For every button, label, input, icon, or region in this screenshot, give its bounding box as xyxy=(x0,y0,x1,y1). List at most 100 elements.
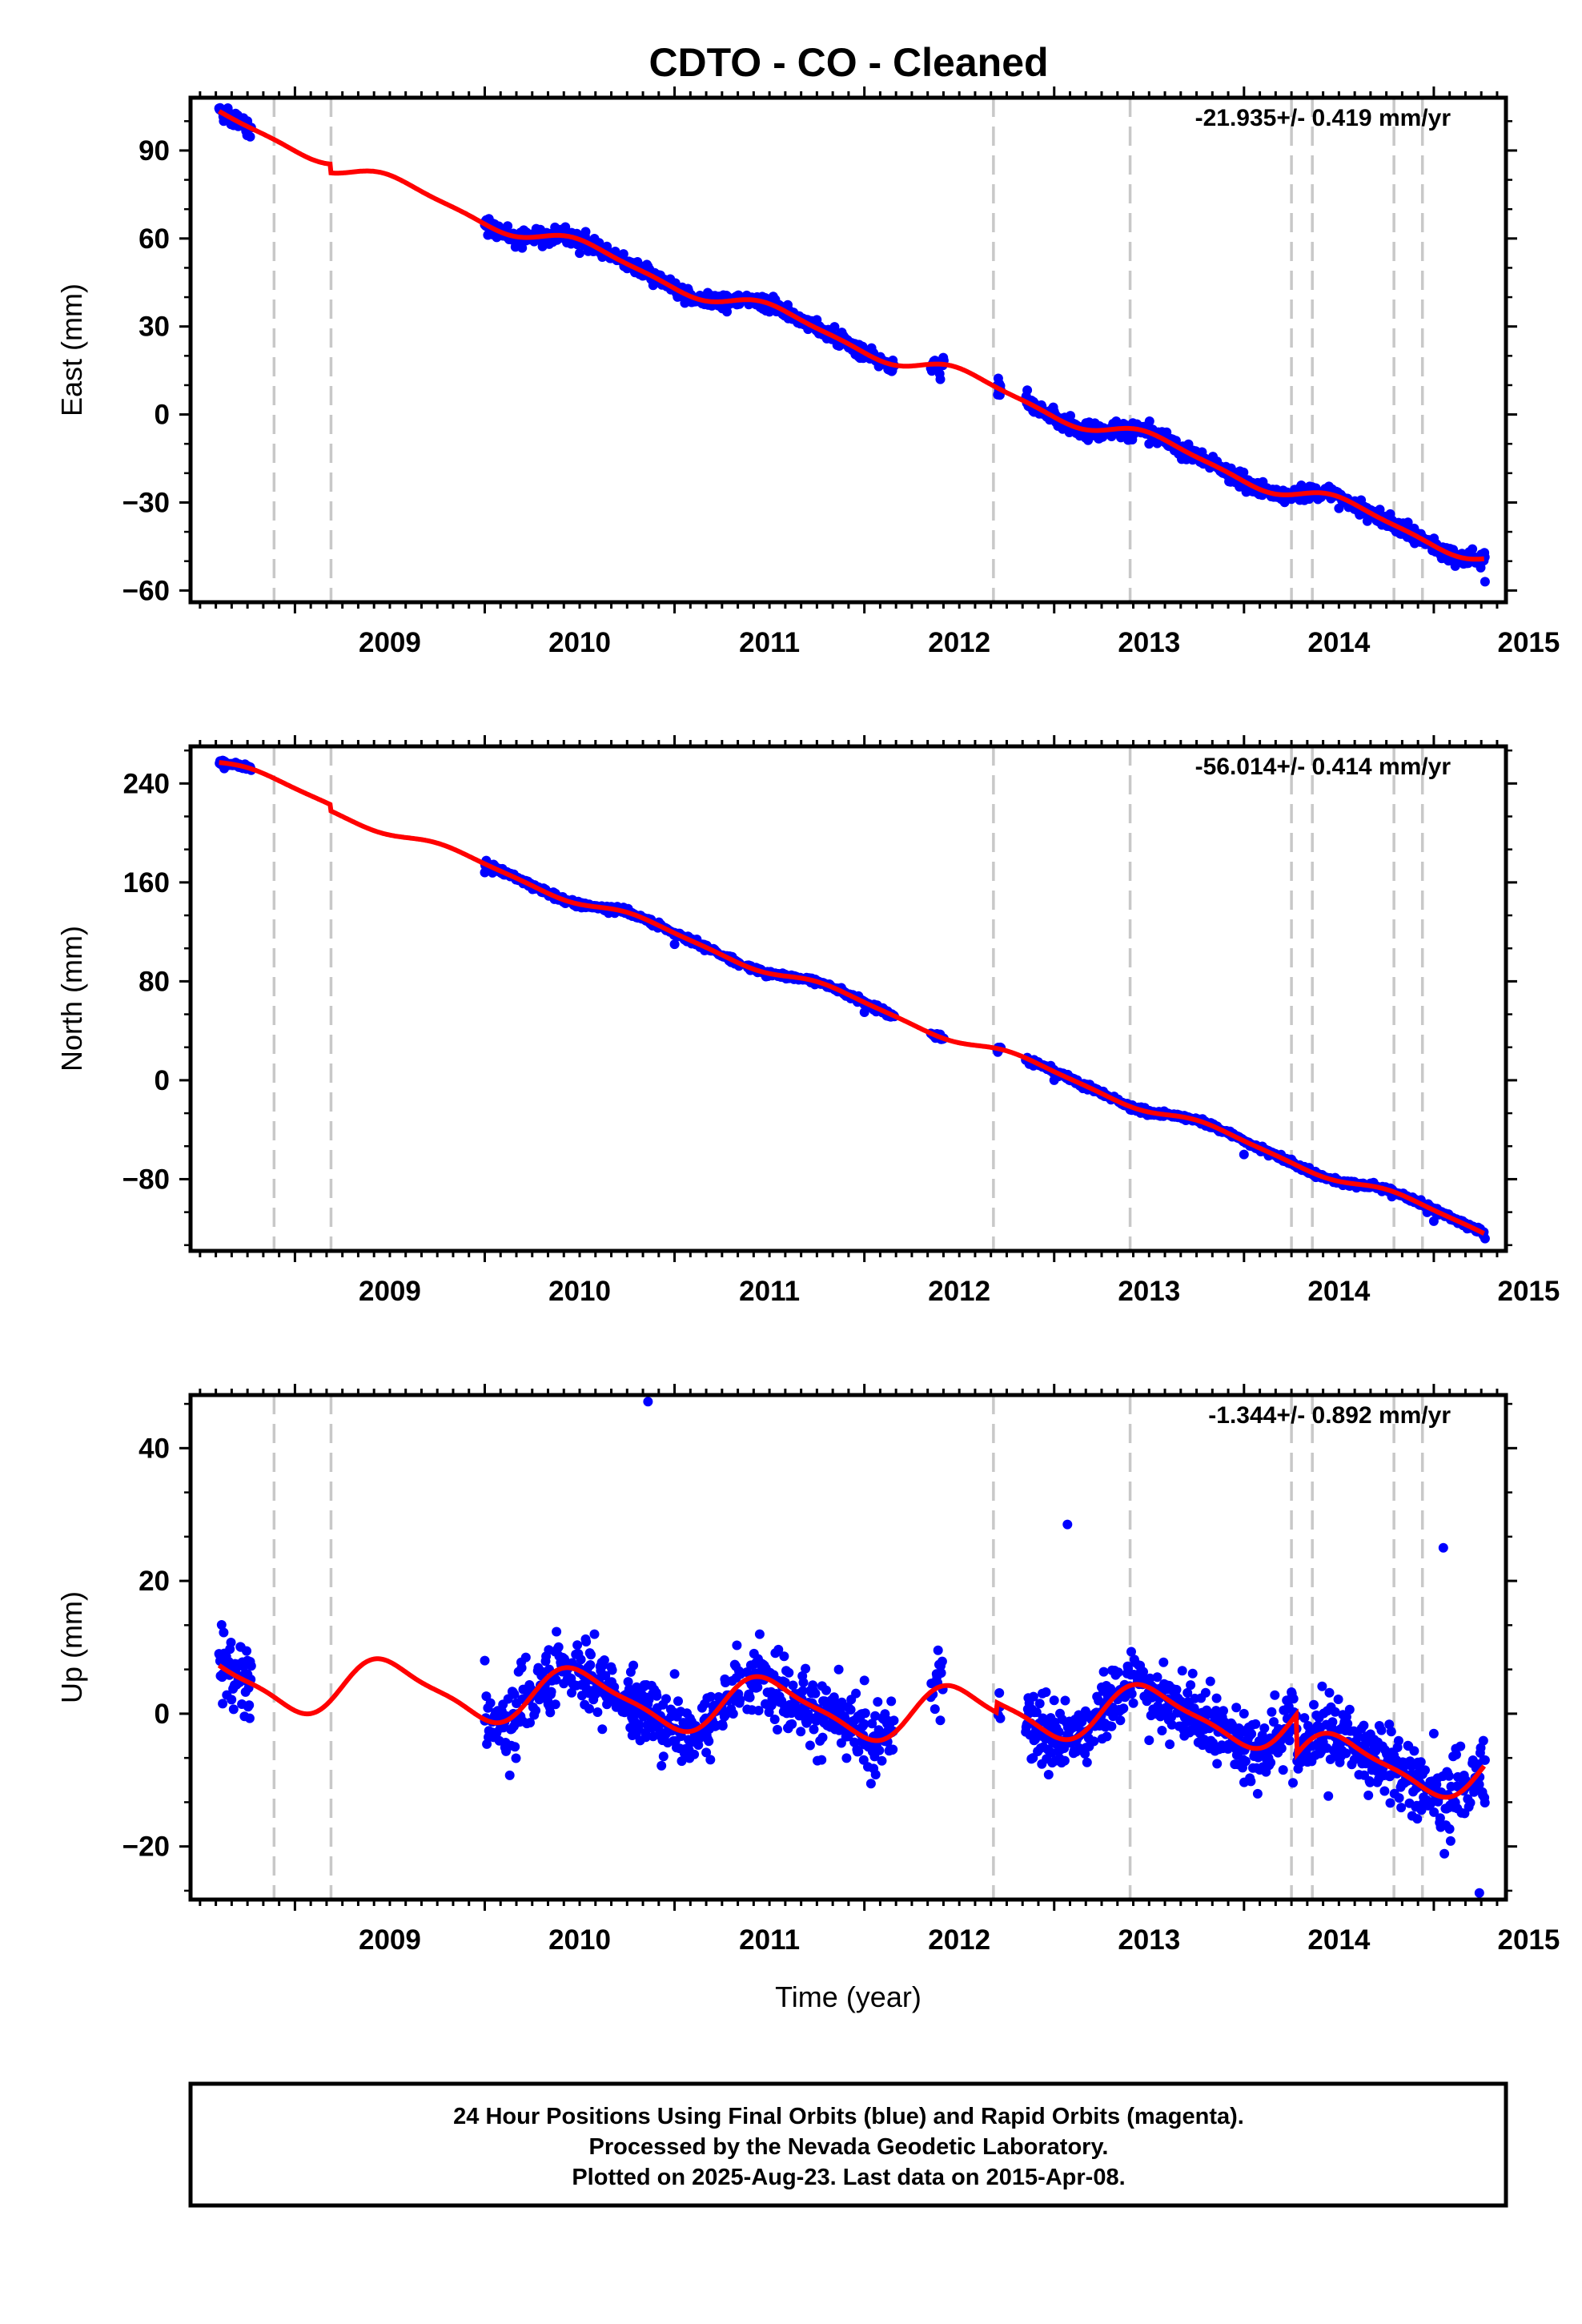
data-point xyxy=(1239,1149,1249,1160)
y-tick-label: 90 xyxy=(139,135,170,167)
data-point xyxy=(1444,1823,1455,1834)
data-point xyxy=(1126,1647,1136,1657)
data-point xyxy=(1145,1673,1155,1683)
data-point xyxy=(673,1696,683,1707)
data-point xyxy=(1028,1691,1038,1702)
data-point xyxy=(754,1629,765,1639)
data-point xyxy=(1359,1720,1369,1731)
data-point xyxy=(732,1640,742,1651)
outlier-point xyxy=(1474,1888,1484,1898)
data-point xyxy=(517,243,528,253)
data-point xyxy=(1144,439,1154,449)
data-point xyxy=(1157,1726,1167,1735)
data-point xyxy=(689,1749,700,1759)
data-point xyxy=(1334,503,1344,513)
x-tick-label: 2013 xyxy=(1118,1924,1180,1956)
data-point xyxy=(930,1704,940,1715)
data-point xyxy=(600,1671,611,1681)
data-point xyxy=(244,1700,255,1711)
data-point xyxy=(935,1715,946,1726)
data-point xyxy=(509,1689,520,1699)
data-point xyxy=(1478,1735,1488,1746)
data-point xyxy=(1239,1708,1249,1719)
x-tick-label: 2011 xyxy=(739,1924,800,1956)
data-point xyxy=(632,1682,642,1692)
data-point xyxy=(245,131,255,142)
model-curve xyxy=(219,760,1485,1236)
data-point xyxy=(867,1719,877,1729)
data-point xyxy=(937,1656,947,1667)
data-point xyxy=(1208,1738,1218,1748)
data-point xyxy=(1379,1786,1390,1796)
data-point xyxy=(607,1665,617,1675)
data-point xyxy=(1059,1755,1070,1766)
daily-position-points xyxy=(215,755,1490,1244)
data-point xyxy=(1152,1672,1162,1683)
data-point xyxy=(1126,1689,1137,1699)
x-tick-label: 2014 xyxy=(1307,1924,1370,1956)
data-point xyxy=(575,248,584,259)
x-tick-label: 2010 xyxy=(548,1276,611,1307)
data-point xyxy=(1385,1798,1395,1808)
data-point xyxy=(585,1660,596,1670)
data-point xyxy=(580,227,591,237)
data-point xyxy=(576,1655,586,1665)
outlier-point xyxy=(1062,1519,1073,1530)
y-tick-label: 20 xyxy=(139,1566,170,1597)
data-point xyxy=(648,1731,658,1742)
data-point xyxy=(242,1646,251,1656)
data-point xyxy=(1278,1765,1288,1775)
y-tick-label: −60 xyxy=(122,575,170,606)
data-point xyxy=(1375,505,1385,515)
data-point xyxy=(480,867,490,878)
data-point xyxy=(553,1642,564,1652)
data-point xyxy=(545,1707,556,1718)
data-point xyxy=(1177,1666,1187,1676)
data-point xyxy=(787,1719,797,1729)
data-point xyxy=(243,1655,253,1666)
data-point xyxy=(1049,1075,1059,1085)
data-point xyxy=(1205,1676,1215,1687)
y-tick-label: 60 xyxy=(139,223,170,255)
y-tick-label: 0 xyxy=(155,1699,170,1730)
data-point xyxy=(1138,1667,1148,1677)
data-point xyxy=(552,1626,562,1637)
data-point xyxy=(859,1719,869,1729)
data-point xyxy=(865,1779,876,1789)
data-point xyxy=(1246,1776,1256,1787)
outlier-point xyxy=(1438,1542,1448,1553)
data-point xyxy=(525,1718,535,1728)
data-point xyxy=(1043,1770,1054,1779)
data-point xyxy=(599,1655,609,1665)
data-point xyxy=(1212,1759,1223,1769)
data-point xyxy=(1363,1790,1374,1800)
data-point xyxy=(1267,1707,1277,1717)
data-point xyxy=(618,249,628,259)
data-point xyxy=(589,1629,600,1639)
data-point xyxy=(1409,1746,1419,1756)
data-point xyxy=(935,374,946,384)
y-tick-label: 240 xyxy=(123,768,170,799)
data-point xyxy=(1247,1729,1257,1739)
data-point xyxy=(1327,1717,1338,1727)
data-point xyxy=(652,1691,662,1701)
data-point xyxy=(1186,1680,1196,1691)
data-point xyxy=(1144,1735,1154,1746)
data-point xyxy=(1182,1687,1193,1698)
data-point xyxy=(936,1668,946,1678)
data-point xyxy=(874,1745,885,1755)
data-point xyxy=(550,1699,560,1710)
data-point xyxy=(581,1637,592,1647)
data-point xyxy=(849,1737,860,1747)
data-point xyxy=(933,1645,943,1655)
data-point xyxy=(1231,1703,1242,1713)
figure-title: CDTO - CO - Cleaned xyxy=(648,40,1048,85)
x-tick-label: 2015 xyxy=(1498,627,1560,658)
data-point xyxy=(717,1721,728,1731)
data-point xyxy=(1439,1848,1450,1859)
data-point xyxy=(669,939,680,950)
data-point xyxy=(779,1651,789,1662)
y-tick-label: 0 xyxy=(155,1065,170,1096)
data-point xyxy=(1445,1835,1456,1846)
